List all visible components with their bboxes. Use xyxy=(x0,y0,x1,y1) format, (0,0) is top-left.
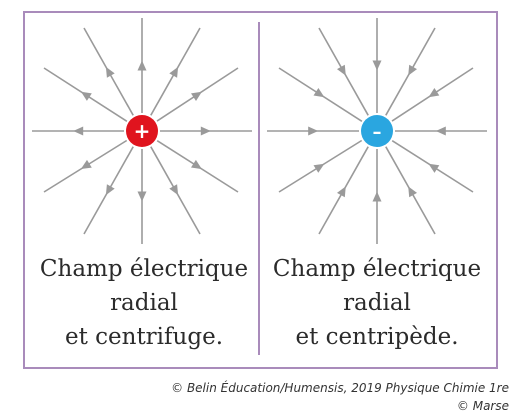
panel-divider xyxy=(258,22,260,355)
caption-line-3: et centrifuge. xyxy=(64,324,224,350)
field-arrow xyxy=(435,126,446,136)
caption-line-3: et centripède. xyxy=(295,324,459,350)
field-arrow xyxy=(428,163,440,173)
field-arrow xyxy=(372,191,382,202)
field-arrow xyxy=(372,60,382,71)
field-diagram-negative: – xyxy=(265,16,490,246)
caption-negative: Champ électrique radial et centripède. xyxy=(262,252,492,354)
field-arrow xyxy=(137,191,147,202)
diagram-frame xyxy=(23,11,498,369)
field-arrow xyxy=(137,60,147,71)
field-arrow xyxy=(313,88,325,98)
positive-charge xyxy=(126,115,158,147)
credit-line-2: © Marse xyxy=(456,399,509,413)
caption-line-2: radial xyxy=(343,290,411,316)
field-arrow xyxy=(80,159,92,169)
caption-positive: Champ électrique radial et centrifuge. xyxy=(29,252,259,354)
field-arrow xyxy=(337,186,346,198)
field-arrow xyxy=(313,163,325,173)
field-lines-positive: + xyxy=(32,18,252,244)
field-arrow xyxy=(105,66,115,78)
field-arrow xyxy=(408,64,417,76)
field-arrow xyxy=(105,184,115,196)
charge-sign: – xyxy=(373,122,382,143)
field-arrow xyxy=(408,186,417,198)
credit-line-1: © Belin Éducation/Humensis, 2019 Physiqu… xyxy=(171,381,509,395)
caption-line-1: Champ électrique xyxy=(39,256,249,282)
field-arrow xyxy=(81,91,92,101)
caption-line-2: radial xyxy=(110,290,178,316)
charge-sign: + xyxy=(134,119,151,143)
field-arrow xyxy=(169,184,179,196)
field-arrow xyxy=(428,88,440,98)
field-arrow xyxy=(308,126,319,136)
caption-line-1: Champ électrique xyxy=(272,256,482,282)
field-arrow xyxy=(200,126,211,136)
field-lines-negative: – xyxy=(267,18,487,244)
field-arrow xyxy=(73,126,84,136)
field-arrow xyxy=(191,159,202,170)
negative-charge xyxy=(361,115,393,147)
field-arrow xyxy=(337,64,346,76)
field-arrow xyxy=(191,91,202,101)
field-diagram-positive: + xyxy=(30,16,255,246)
field-arrow xyxy=(169,66,179,78)
